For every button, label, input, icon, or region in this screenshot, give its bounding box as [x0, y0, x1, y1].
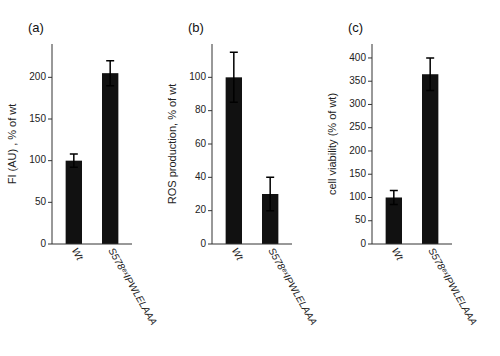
- y-tick-label: 250: [349, 121, 366, 132]
- y-tick: [208, 177, 212, 178]
- x-tick-label: S578ᵉˣIPWLELAAA: [106, 246, 159, 327]
- y-tick: [48, 119, 52, 120]
- bar: [66, 161, 82, 244]
- y-tick-label: 150: [349, 168, 366, 179]
- y-tick: [368, 127, 372, 128]
- error-bar: [70, 154, 78, 167]
- y-axis-label: ROS production, % of wt: [166, 84, 178, 204]
- panel-title: (c): [348, 20, 363, 35]
- y-tick: [48, 77, 52, 78]
- y-tick-label: 50: [35, 196, 47, 207]
- y-tick: [208, 77, 212, 78]
- y-tick-label: 0: [360, 238, 366, 249]
- y-tick-label: 60: [195, 138, 207, 149]
- x-tick-label: S578ᵉˣIPWLELAAA: [426, 246, 479, 327]
- y-tick: [48, 202, 52, 203]
- y-tick-label: 200: [349, 145, 366, 156]
- bar: [102, 73, 118, 244]
- y-tick: [368, 244, 372, 245]
- y-tick: [208, 144, 212, 145]
- y-tick-label: 200: [29, 71, 46, 82]
- y-tick: [368, 81, 372, 82]
- bar: [422, 74, 438, 244]
- y-tick-label: 100: [349, 191, 366, 202]
- y-tick-label: 50: [355, 214, 367, 225]
- y-tick: [368, 104, 372, 105]
- chart-svg: 050100150200WtS578ᵉˣIPWLELAAAFI (AU) , %…: [0, 0, 500, 356]
- x-tick-label: Wt: [70, 246, 86, 263]
- error-bar: [390, 191, 398, 205]
- x-tick-label: Wt: [390, 246, 406, 263]
- error-bar: [230, 52, 238, 102]
- marks: [386, 58, 439, 244]
- error-bar: [426, 58, 434, 91]
- y-tick: [48, 160, 52, 161]
- y-tick: [368, 174, 372, 175]
- panel-title: (a): [28, 20, 44, 35]
- y-axis-line: [372, 44, 373, 244]
- y-tick-label: 150: [29, 113, 46, 124]
- x-axis-line: [52, 244, 132, 245]
- y-tick: [368, 57, 372, 58]
- y-tick-label: 100: [189, 71, 206, 82]
- y-tick-label: 80: [195, 104, 207, 115]
- y-tick: [48, 244, 52, 245]
- y-tick: [208, 210, 212, 211]
- marks: [226, 52, 279, 244]
- y-tick: [368, 150, 372, 151]
- y-tick: [368, 197, 372, 198]
- y-tick-label: 300: [349, 98, 366, 109]
- y-tick: [208, 244, 212, 245]
- y-tick-label: 40: [195, 171, 207, 182]
- error-bar: [106, 61, 114, 86]
- x-axis-line: [372, 244, 452, 245]
- y-tick: [208, 110, 212, 111]
- y-axis-line: [52, 44, 53, 244]
- y-axis-label: cell viability (% of wt): [326, 93, 338, 195]
- y-tick-label: 0: [200, 238, 206, 249]
- panel: 0 50 100 150 200 250 300 350 400 Wt S578ᵉˣIPWLELAA…: [326, 20, 479, 327]
- chart-root: 050100150200WtS578ᵉˣIPWLELAAAFI (AU) , %…: [0, 0, 500, 356]
- marks: [66, 61, 119, 244]
- panel-title: (b): [188, 20, 204, 35]
- error-bar: [266, 177, 274, 210]
- x-axis-line: [212, 244, 292, 245]
- x-tick-label: S578ᵉˣIPWLELAAA: [266, 246, 319, 327]
- y-tick-label: 0: [40, 238, 46, 249]
- y-tick-label: 400: [349, 52, 366, 63]
- y-tick-label: 350: [349, 75, 366, 86]
- panel: 0 50 100 150 200 Wt S578ᵉˣIPWLELAAA FI (AU) , %…: [6, 20, 159, 327]
- y-tick-label: 100: [29, 154, 46, 165]
- y-tick: [368, 220, 372, 221]
- y-tick-label: 20: [195, 204, 207, 215]
- x-tick-label: Wt: [230, 246, 246, 263]
- panel: 0 20 40 60 80 100 Wt S578ᵉˣIPWLELAAA ROS product…: [166, 20, 319, 327]
- y-axis-label: FI (AU) , % of wt: [6, 104, 18, 185]
